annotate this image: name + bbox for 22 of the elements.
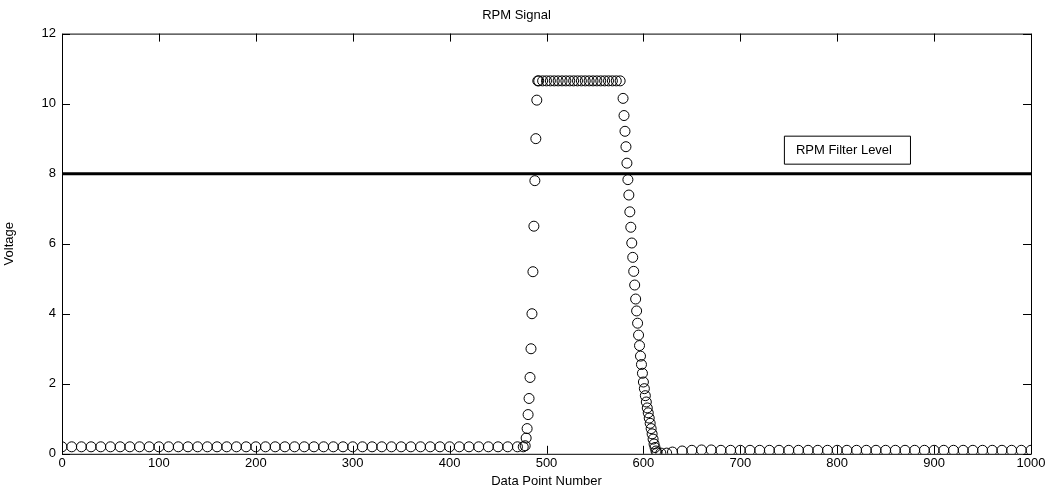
y-tick-label: 0 [48,445,56,461]
y-tick-label: 6 [48,235,56,251]
y-tick-label: 10 [41,95,56,111]
y-tick-label: 2 [48,375,56,391]
ref-line-label: RPM Filter Level [795,142,893,158]
y-tick-label: 8 [48,165,56,181]
y-tick-label: 12 [41,25,56,41]
x-tick-label: 400 [438,455,461,471]
x-tick-label: 0 [58,455,66,471]
x-tick-label: 800 [826,455,849,471]
x-axis-title: Data Point Number [491,472,603,488]
x-tick-label: 500 [535,455,558,471]
x-tick-label: 700 [729,455,752,471]
x-tick-label: 300 [341,455,364,471]
x-tick-label: 200 [244,455,267,471]
chart-title: RPM Signal [482,7,551,23]
x-tick-label: 1000 [1016,455,1046,471]
y-axis-title: Voltage [1,222,17,266]
y-tick-label: 4 [48,305,56,321]
x-tick-label: 100 [148,455,170,471]
x-tick-label: 600 [632,455,655,471]
x-tick-label: 900 [923,455,945,471]
